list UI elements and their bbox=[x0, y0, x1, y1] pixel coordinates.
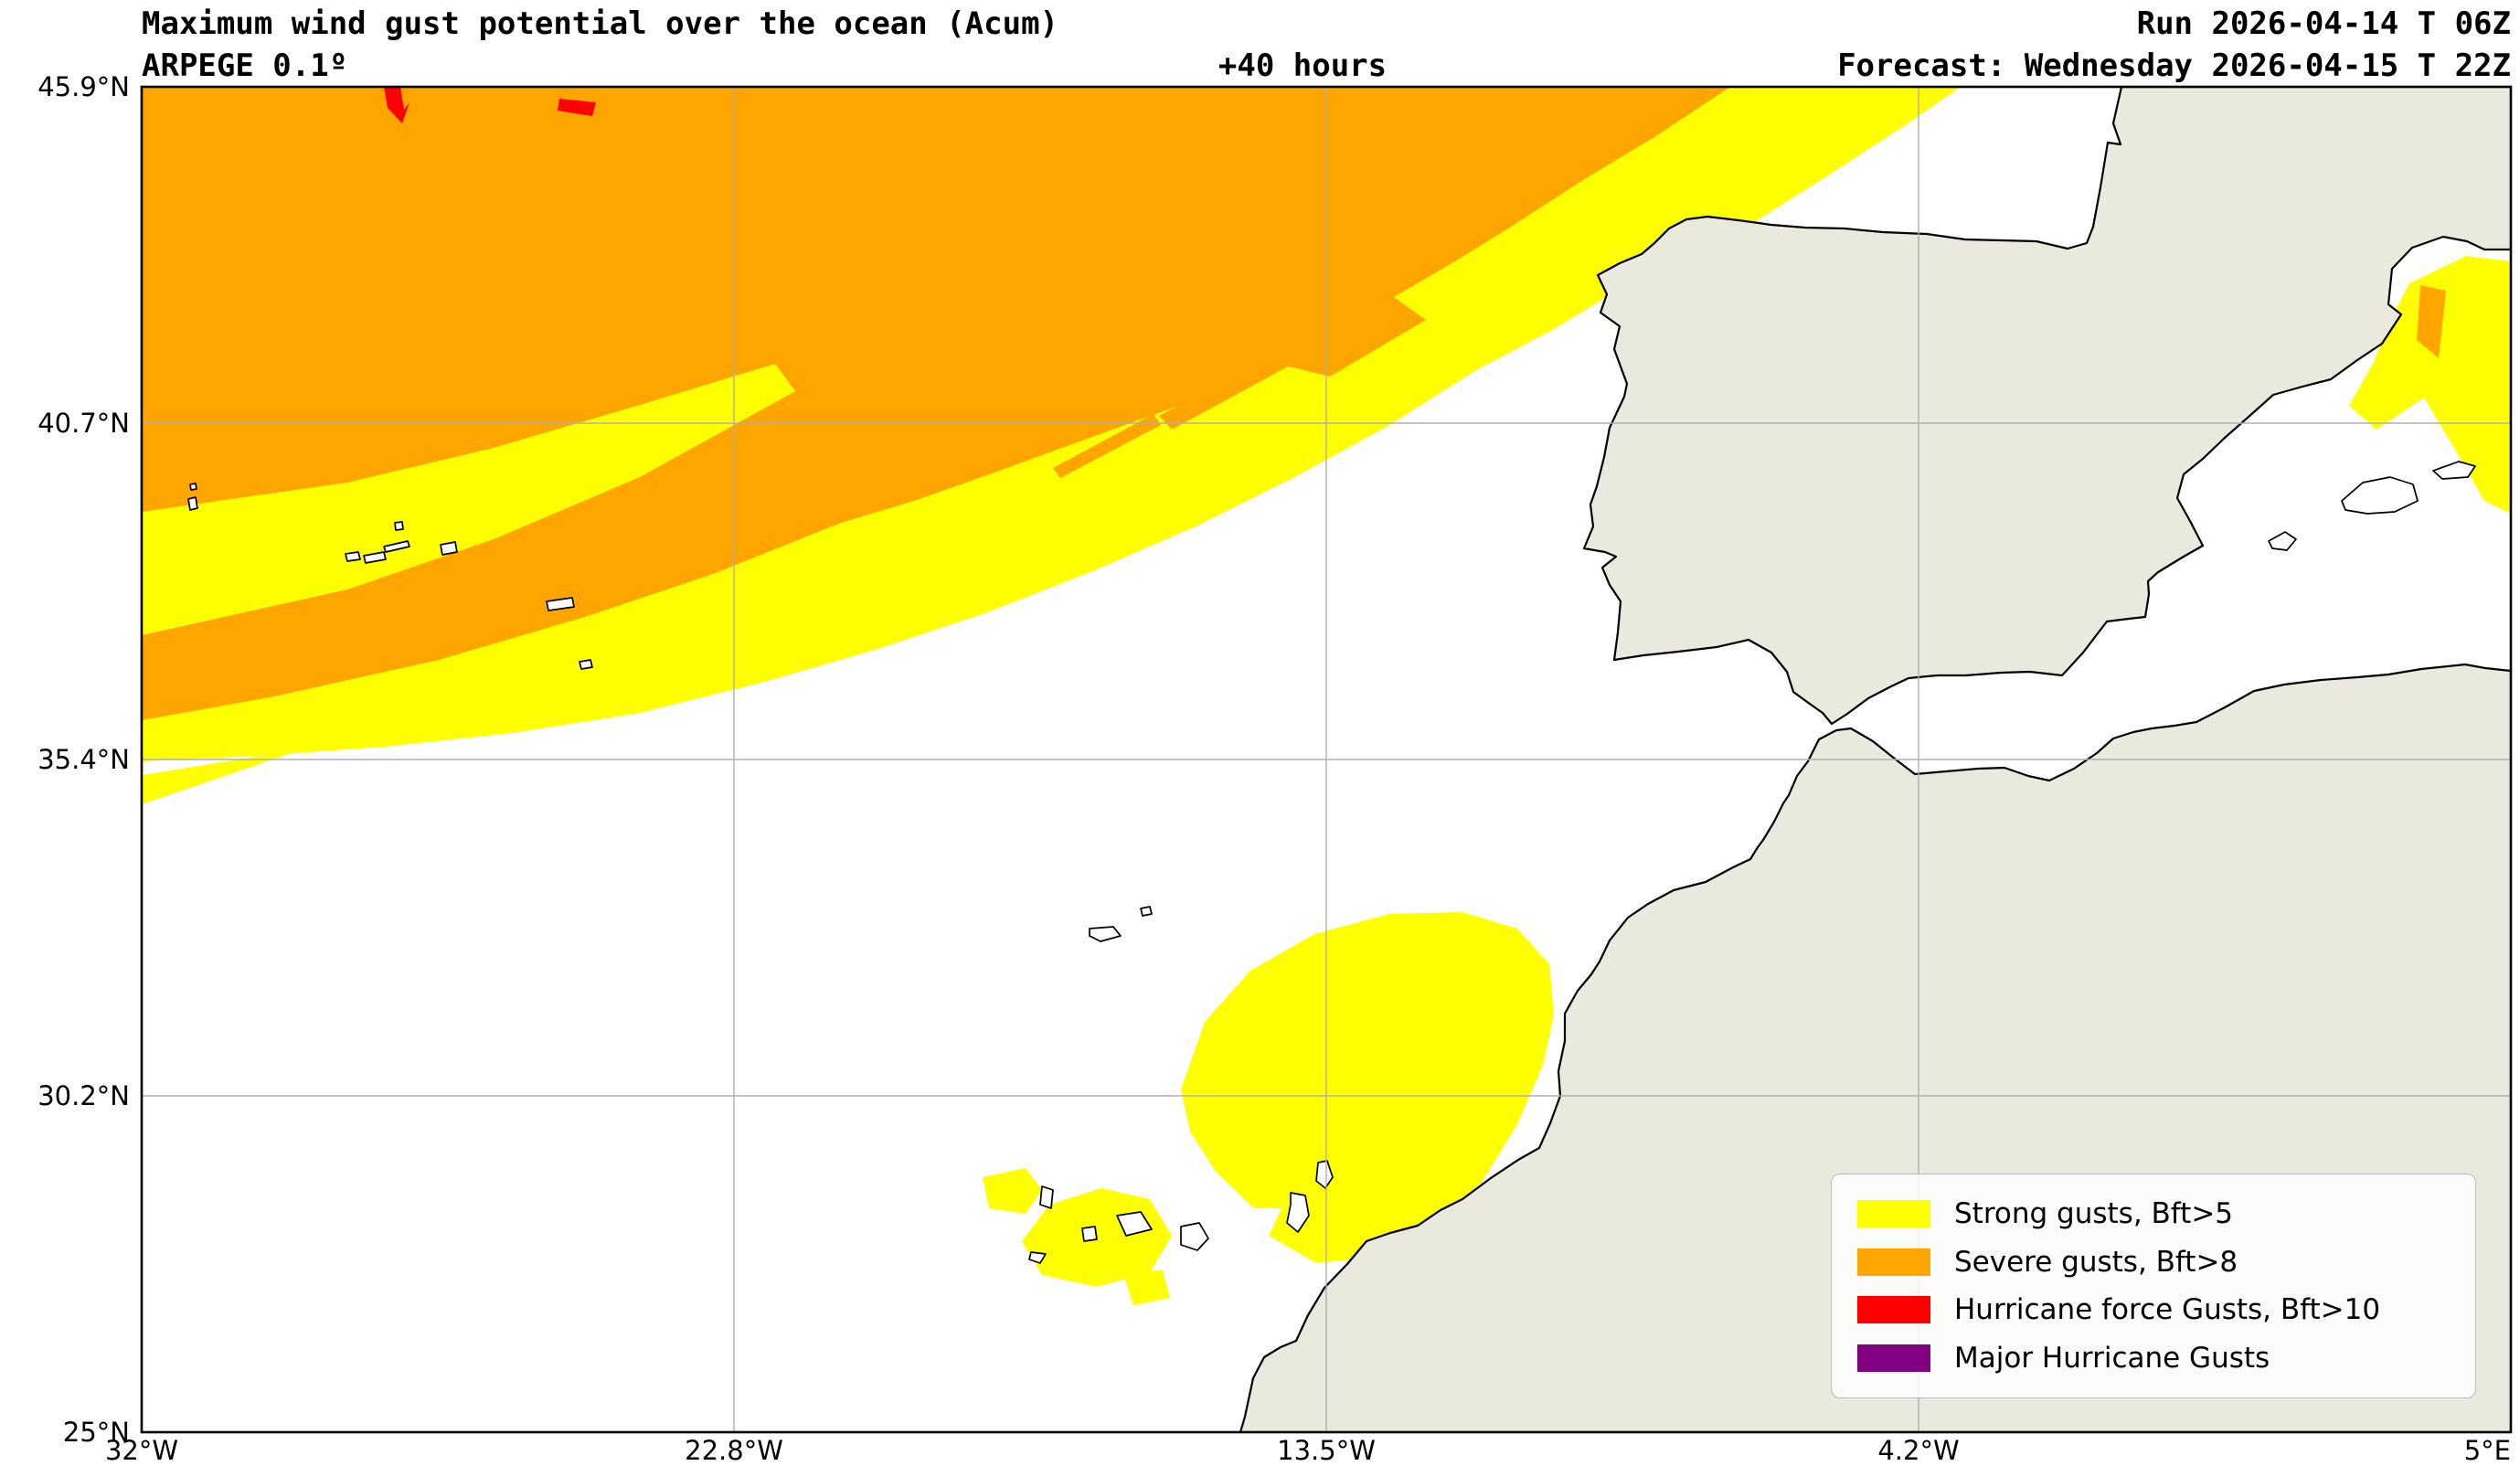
gust-region-hurricane bbox=[384, 87, 596, 123]
strong-gusts-swatch bbox=[1857, 1199, 1930, 1227]
lon-tick-label: 13.5°W bbox=[1277, 1435, 1376, 1466]
legend-item-severe: Severe gusts, Bft>8 bbox=[1857, 1246, 2475, 1279]
gust-region-strong-corridor bbox=[142, 163, 1663, 635]
legend-item-major-hurricane: Major Hurricane Gusts bbox=[1857, 1342, 2475, 1375]
forecast-time-label: Forecast: Wednesday 2026-04-15 T 22Z bbox=[1837, 48, 2511, 84]
lon-tick-label: 4.2°W bbox=[1877, 1435, 1960, 1466]
lat-tick-label: 35.4°N bbox=[37, 744, 130, 775]
run-time-label: Run 2026-04-14 T 06Z bbox=[2136, 5, 2511, 42]
severe-gusts-swatch bbox=[1857, 1248, 1930, 1276]
islands bbox=[187, 461, 2476, 1264]
lead-time-label: +40 hours bbox=[1217, 48, 1388, 84]
legend: Strong gusts, Bft>5 Severe gusts, Bft>8 … bbox=[1831, 1174, 2476, 1398]
hurricane-gusts-swatch bbox=[1857, 1296, 1930, 1324]
legend-label: Major Hurricane Gusts bbox=[1954, 1342, 2270, 1376]
legend-label: Strong gusts, Bft>5 bbox=[1954, 1196, 2234, 1230]
lon-tick-label: 32°W bbox=[104, 1435, 179, 1466]
lat-tick-label: 40.7°N bbox=[37, 408, 130, 439]
gust-region-severe bbox=[142, 87, 1730, 720]
lat-tick-label: 30.2°N bbox=[37, 1080, 130, 1111]
page-title: Maximum wind gust potential over the oce… bbox=[142, 5, 1059, 42]
legend-label: Severe gusts, Bft>8 bbox=[1954, 1245, 2238, 1279]
gust-region-mediterranean bbox=[2349, 256, 2511, 514]
lat-tick-label: 25°N bbox=[62, 1417, 130, 1448]
graticule bbox=[142, 87, 2511, 1432]
lon-tick-label: 22.8°W bbox=[685, 1435, 783, 1466]
landmass-iberia-france bbox=[1582, 87, 2511, 726]
legend-item-strong: Strong gusts, Bft>5 bbox=[1857, 1197, 2475, 1230]
major-hurricane-gusts-swatch bbox=[1857, 1344, 1930, 1373]
plot-frame bbox=[140, 85, 2513, 1434]
legend-label: Hurricane force Gusts, Bft>10 bbox=[1954, 1293, 2381, 1327]
legend-item-hurricane: Hurricane force Gusts, Bft>10 bbox=[1857, 1293, 2475, 1326]
model-label: ARPEGE 0.1º bbox=[142, 48, 348, 84]
lon-tick-label: 5°E bbox=[2463, 1435, 2511, 1466]
lat-tick-label: 45.9°N bbox=[37, 71, 130, 102]
